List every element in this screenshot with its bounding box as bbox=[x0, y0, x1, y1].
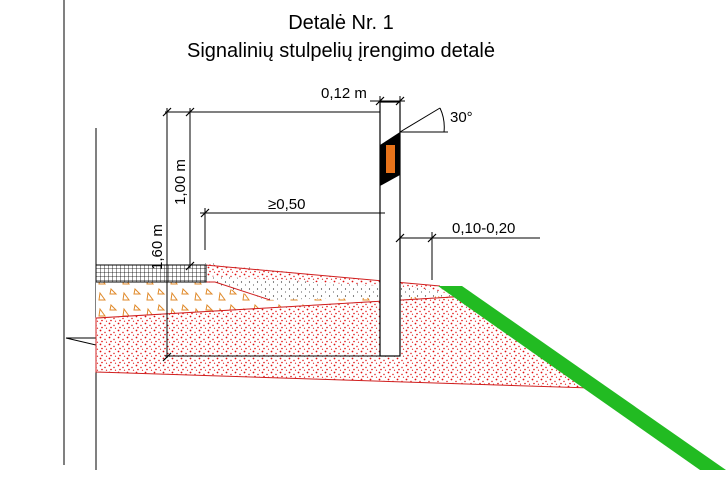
embankment-slope bbox=[438, 286, 726, 470]
reflector-strip bbox=[386, 145, 395, 173]
distance-slope-label: 0,10-0,20 bbox=[452, 220, 515, 237]
distance-edge-label: ≥0,50 bbox=[268, 196, 305, 213]
angle-label: 30° bbox=[450, 109, 473, 126]
height-total-label: 1,60 m bbox=[149, 224, 166, 270]
gravel-layer bbox=[96, 280, 462, 318]
height-upper-label: 1,00 m bbox=[172, 159, 189, 205]
post-width-label: 0,12 m bbox=[321, 85, 367, 102]
asphalt-pavement bbox=[95, 264, 207, 283]
drawing-title: Detalė Nr. 1 bbox=[288, 12, 394, 34]
shoulder-layer bbox=[205, 264, 462, 296]
drawing-subtitle: Signalinių stulpelių įrengimo detalė bbox=[187, 40, 495, 62]
ground-cut-line bbox=[65, 128, 97, 470]
